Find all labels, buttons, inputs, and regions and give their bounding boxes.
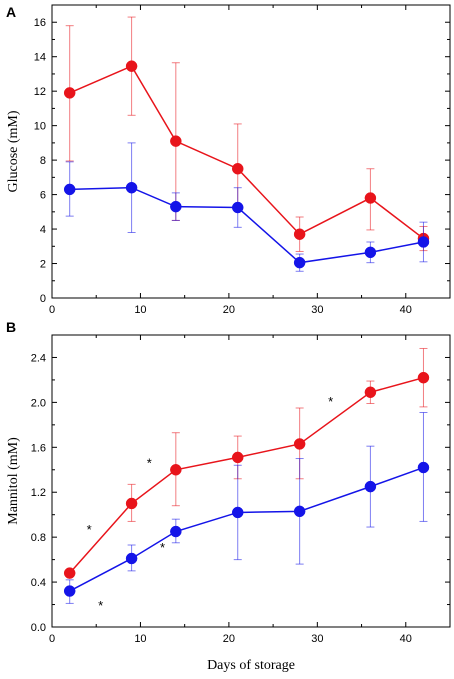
significance-star: * (160, 540, 165, 555)
y-tick-label: 1.6 (31, 442, 46, 454)
data-point (125, 60, 138, 72)
y-tick-label: 12 (34, 86, 46, 98)
data-point (125, 497, 138, 510)
y-tick-label: 0.0 (31, 622, 46, 634)
y-tick-label: 6 (40, 190, 46, 202)
y-tick-label: 2.0 (31, 397, 46, 409)
data-point (231, 451, 244, 464)
data-point (231, 506, 244, 519)
series-1 (63, 347, 430, 579)
data-point (364, 386, 377, 399)
y-tick-label: 1.2 (31, 487, 46, 499)
y-tick-label: 8 (40, 155, 46, 167)
data-point (231, 201, 244, 214)
plot-frame (51, 334, 451, 628)
data-point (293, 256, 306, 269)
y-tick-label: 0.8 (31, 532, 46, 544)
data-point (170, 525, 182, 538)
data-point (170, 464, 182, 476)
y-tick-label: 16 (34, 17, 46, 29)
significance-star: * (328, 394, 333, 409)
y-tick-label: 4 (40, 224, 46, 236)
data-point (125, 181, 138, 194)
x-tick-label: 40 (400, 633, 412, 645)
glucose-panel: A 0 10 20 30 40 0 2 4 6 8 10 12 14 16 Glucose (mM) (6, 4, 451, 316)
x-tick-label: 30 (311, 304, 323, 316)
data-point (231, 162, 244, 175)
data-point (417, 461, 430, 474)
x-tick-label: 0 (49, 304, 55, 316)
panel-label: B (6, 319, 16, 335)
data-point (63, 585, 76, 597)
x-axis-title: Days of storage (207, 658, 295, 673)
data-point (293, 228, 306, 240)
series-2 (63, 411, 430, 604)
data-point (125, 552, 138, 565)
data-point (170, 135, 182, 147)
significance-star: * (147, 456, 152, 471)
data-point (417, 371, 430, 384)
mannitol-panel: B 0 10 20 30 40 0.0 0.4 0.8 1.2 1.6 2.0 2.4 Mannitol … (6, 319, 451, 645)
data-point (63, 567, 76, 579)
x-tick-label: 30 (311, 633, 323, 645)
y-tick-label: 14 (34, 52, 46, 64)
data-point (417, 236, 430, 248)
significance-star: * (87, 522, 92, 537)
x-tick-label: 0 (49, 633, 55, 645)
y-tick-label: 0.4 (31, 577, 46, 589)
y-tick-label: 2.4 (31, 352, 46, 364)
y-tick-label: 0 (40, 293, 46, 305)
x-tick-label: 10 (134, 304, 146, 316)
x-tick-label: 10 (134, 633, 146, 645)
data-point (364, 246, 377, 259)
data-point (293, 505, 306, 518)
data-point (364, 480, 377, 493)
panel-label: A (6, 4, 16, 20)
x-tick-label: 40 (400, 304, 412, 316)
y-axis-title: Mannitol (mM) (6, 437, 21, 525)
x-tick-label: 20 (223, 633, 235, 645)
x-tick-label: 20 (223, 304, 235, 316)
data-point (364, 192, 377, 204)
data-point (293, 438, 306, 450)
y-axis-title: Glucose (mM) (6, 110, 21, 192)
data-point (63, 183, 76, 196)
data-point (63, 87, 76, 99)
series-2 (63, 142, 430, 272)
y-tick-label: 2 (40, 259, 46, 271)
data-point (170, 200, 182, 213)
plot-frame (51, 4, 451, 299)
significance-star: * (98, 598, 103, 613)
y-tick-label: 10 (34, 121, 46, 133)
